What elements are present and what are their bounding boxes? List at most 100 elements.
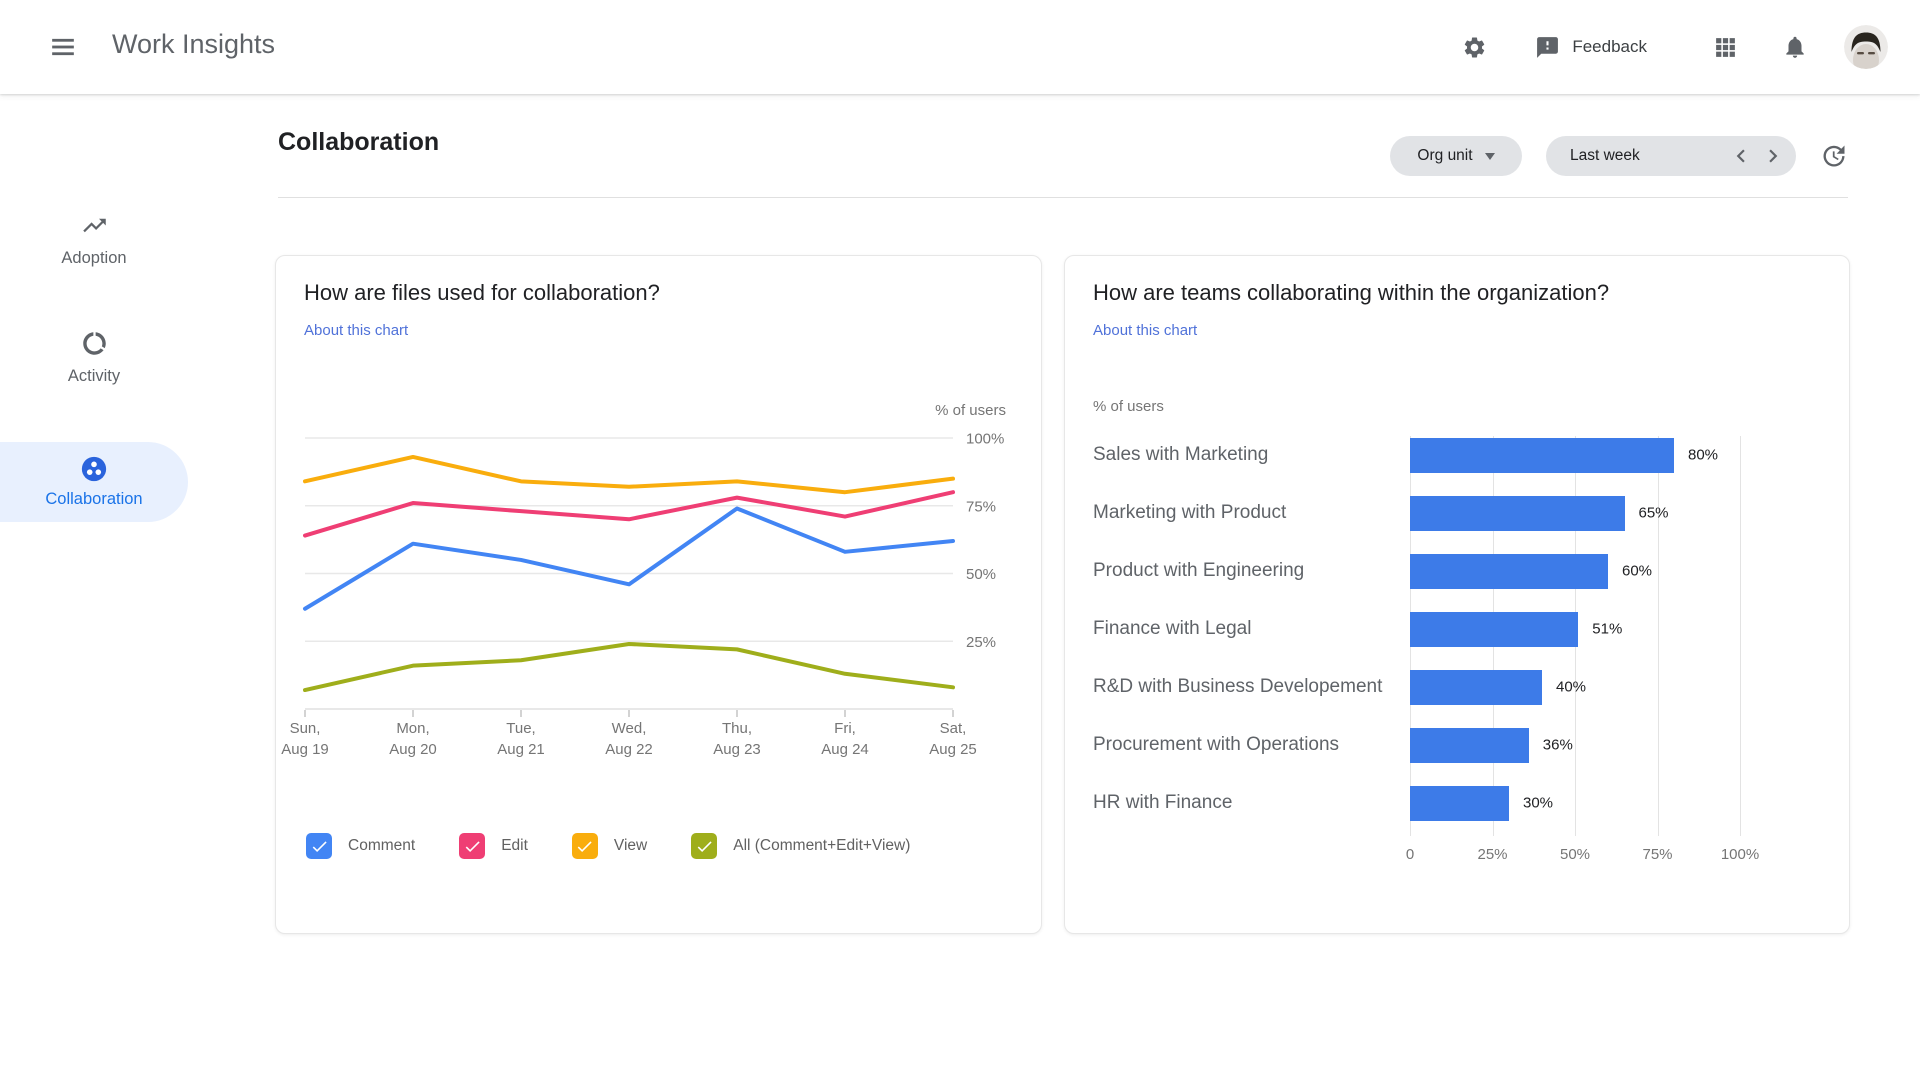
x-axis-tick-label: 25% (1477, 846, 1508, 863)
bar (1410, 553, 1608, 589)
x-tick-label: Thu, Aug 23 (713, 720, 761, 758)
feedback-button[interactable]: Feedback (1535, 35, 1647, 60)
bar-row: HR with Finance 30% (1093, 774, 1821, 832)
series-line-all-comment-edit-view- (303, 641, 955, 693)
bar-row-label: Marketing with Product (1093, 502, 1287, 523)
settings-icon[interactable] (1462, 35, 1487, 60)
legend-item-all-comment-edit-view-[interactable]: All (Comment+Edit+View) (691, 833, 910, 859)
series-line-comment (303, 506, 955, 611)
legend-checkbox-checked (306, 833, 332, 859)
collaboration-icon (81, 456, 107, 482)
previous-period-button[interactable] (1728, 143, 1754, 169)
series-line-edit (303, 490, 955, 538)
bar (1410, 611, 1579, 647)
period-selector[interactable]: Last week (1546, 136, 1796, 176)
filters-bar: Org unit Last week (1390, 136, 1848, 176)
apps-grid-icon[interactable] (1713, 35, 1738, 60)
bar-chart-x-axis: 0 25% 50% 75% 100% (1406, 846, 1759, 866)
y-tick-label: 75% (966, 498, 996, 515)
bar (1410, 727, 1529, 763)
checkmark-icon (312, 840, 327, 852)
update-icon (1823, 145, 1845, 167)
x-tick-label: Wed, Aug 22 (605, 720, 653, 758)
sidebar-item-label: Adoption (61, 249, 127, 267)
notifications-icon[interactable] (1782, 34, 1808, 60)
chevron-right-icon (1769, 149, 1778, 163)
y-tick-label: 50% (966, 566, 996, 583)
bar-row: Marketing with Product 65% (1093, 484, 1821, 542)
sidebar-item-collaboration[interactable]: Collaboration (0, 442, 188, 522)
app-bar: Work Insights Feedback (0, 0, 1920, 94)
avatar[interactable] (1844, 25, 1888, 69)
bar-value-label: 40% (1556, 678, 1587, 696)
legend-item-comment[interactable]: Comment (306, 833, 415, 859)
bar-row: R&D with Business Developement 40% (1093, 658, 1821, 716)
teams-collaboration-card: How are teams collaborating within the o… (1064, 255, 1850, 934)
checkmark-icon (578, 840, 593, 852)
chart-legend: Comment Edit View All (Comment+Edit+View) (306, 833, 910, 859)
about-this-chart-link[interactable]: About this chart (1093, 322, 1198, 339)
bar (1410, 495, 1625, 531)
page-title: Collaboration (278, 128, 440, 156)
sidebar-item-adoption[interactable]: Adoption (0, 212, 188, 268)
bar-track: 51% (1410, 600, 1740, 658)
series-line-view (303, 454, 955, 495)
y-axis-caption: % of users (935, 402, 1006, 419)
hamburger-icon (52, 38, 74, 56)
x-tick-label: Sat, Aug 25 (929, 720, 977, 758)
bar-row-label: R&D with Business Developement (1093, 676, 1383, 697)
bar-value-label: 30% (1523, 794, 1554, 812)
x-axis-tick-label: 0 (1405, 846, 1415, 863)
bar-row-label: HR with Finance (1093, 792, 1233, 813)
sidebar-item-label: Activity (67, 367, 121, 385)
legend-item-view[interactable]: View (571, 833, 648, 859)
bar-row-label: Product with Engineering (1093, 560, 1305, 581)
org-unit-label: Org unit (1417, 147, 1473, 164)
next-period-button[interactable] (1760, 143, 1786, 169)
legend-item-edit[interactable]: Edit (459, 833, 528, 859)
chevron-left-icon (1736, 149, 1745, 163)
feedback-label: Feedback (1572, 37, 1647, 56)
x-axis-tick-label: 50% (1559, 846, 1591, 863)
legend-label: All (Comment+Edit+View) (733, 837, 911, 854)
bar-track: 65% (1410, 484, 1740, 542)
bar-track: 36% (1410, 716, 1740, 774)
sidebar-item-activity[interactable]: Activity (0, 330, 188, 386)
refresh-button[interactable] (1820, 142, 1848, 170)
line-chart: 100% 75% 50% 25% Sun, Aug 19 Mon, Aug 20 Tue, Aug… (281, 431, 1004, 759)
avatar-image (1844, 25, 1888, 69)
org-unit-dropdown[interactable]: Org unit (1390, 136, 1522, 176)
bar (1410, 437, 1674, 473)
legend-checkbox-checked (571, 833, 598, 859)
x-tick-label: Fri, Aug 24 (821, 720, 869, 758)
bar (1410, 669, 1542, 705)
bar-track: 30% (1410, 774, 1740, 832)
bar-track: 80% (1410, 426, 1740, 484)
gear-icon (1465, 37, 1485, 57)
legend-checkbox-checked (459, 833, 486, 859)
bar-value-label: 60% (1622, 562, 1653, 580)
x-tick-label: Tue, Aug 21 (497, 720, 545, 758)
bar-row: Product with Engineering 60% (1093, 542, 1821, 600)
about-this-chart-link[interactable]: About this chart (304, 322, 409, 339)
grid-icon (1716, 37, 1735, 57)
checkmark-icon (697, 840, 712, 852)
x-axis-tick-label: 75% (1642, 846, 1673, 863)
bar-row-label: Sales with Marketing (1093, 444, 1269, 465)
legend-label: View (613, 837, 648, 854)
bar-value-label: 65% (1638, 504, 1669, 522)
header-divider (278, 197, 1848, 198)
period-label: Last week (1570, 147, 1640, 164)
bar-row: Sales with Marketing 80% (1093, 426, 1821, 484)
bar-row-label: Procurement with Operations (1093, 734, 1340, 755)
menu-icon[interactable] (44, 29, 82, 65)
sidebar-item-label: Collaboration (45, 490, 143, 508)
bar-value-label: 36% (1542, 736, 1573, 754)
card-title: How are files used for collaboration? (304, 280, 660, 305)
bar-track: 40% (1410, 658, 1740, 716)
files-collaboration-card: How are files used for collaboration? Ab… (275, 255, 1042, 934)
bar-chart: Sales with Marketing 80% Marketing with Pr… (1093, 426, 1821, 832)
data-usage-icon (82, 332, 106, 355)
card-title: How are teams collaborating within the o… (1093, 280, 1610, 305)
bar-value-label: 51% (1592, 620, 1623, 638)
